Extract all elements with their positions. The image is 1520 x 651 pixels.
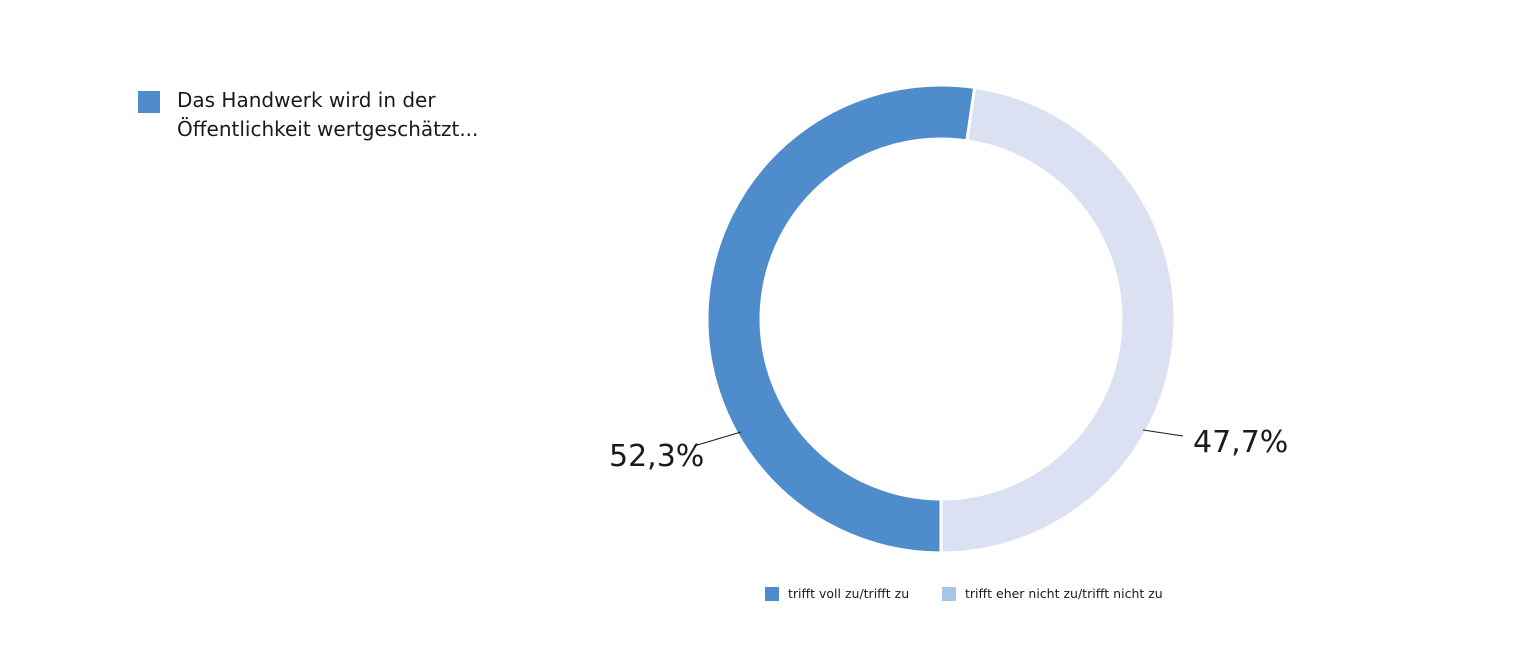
legend-label: trifft voll zu/trifft zu	[788, 586, 910, 601]
legend-item: trifft voll zu/trifft zu	[765, 586, 909, 601]
legend-label: trifft eher nicht zu/trifft nicht zu	[965, 586, 1163, 601]
value-label: 47,7%	[1193, 425, 1288, 460]
value-label: 52,3%	[609, 439, 704, 474]
legend-swatch	[765, 586, 779, 601]
chart-title: Das Handwerk wird in der Öffentlichkeit …	[177, 88, 479, 141]
legend-swatch	[942, 586, 956, 601]
leader-line	[1142, 429, 1184, 437]
donut-slice	[705, 83, 977, 555]
donut-slice	[939, 85, 1177, 555]
leader-line	[693, 431, 742, 447]
title-marker-square	[138, 91, 160, 113]
legend-item: trifft eher nicht zu/trifft nicht zu	[942, 586, 1163, 601]
